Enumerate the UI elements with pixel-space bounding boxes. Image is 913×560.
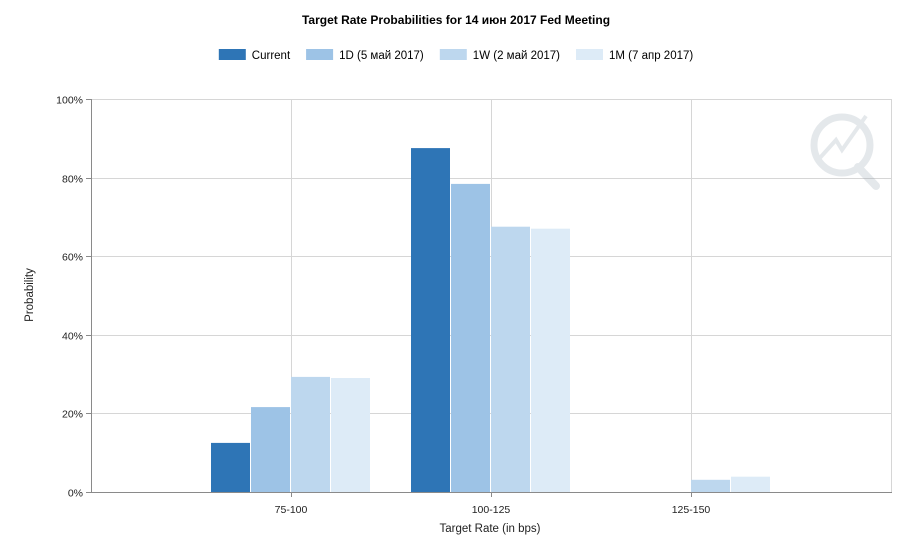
legend-item-2: 1W (2 май 2017) [439, 49, 560, 62]
bar-100-125-series-1 [451, 183, 490, 492]
legend-swatch [306, 49, 334, 60]
x-tick-label: 100-125 [472, 504, 511, 516]
legend-label: 1D (5 май 2017) [339, 50, 424, 62]
y-tick-label: 80% [62, 174, 83, 186]
y-tick-label: 40% [62, 331, 83, 343]
y-tick-label: 0% [68, 488, 83, 500]
x-tick-label: 125-150 [672, 504, 711, 516]
y-axis-label: Probability [24, 268, 36, 322]
legend-label: 1W (2 май 2017) [473, 50, 560, 62]
bars [211, 148, 770, 492]
bar-125-150-series-2 [691, 479, 730, 492]
bar-75-100-series-3 [331, 378, 370, 492]
legend-swatch [439, 49, 467, 60]
watermark-logo [810, 113, 880, 190]
bar-100-125-series-0 [411, 148, 450, 492]
bar-100-125-series-2 [491, 226, 530, 492]
legend-item-3: 1M (7 апр 2017) [576, 49, 693, 62]
x-tick-label: 75-100 [275, 504, 308, 516]
y-tick-labels: 0% 20% 40% 60% 80% 100% [56, 95, 83, 500]
y-tick-label: 100% [56, 95, 83, 107]
bar-125-150-series-3 [731, 476, 770, 492]
x-axis-label: Target Rate (in bps) [440, 523, 541, 535]
legend-label: 1M (7 апр 2017) [609, 50, 693, 62]
bar-75-100-series-0 [211, 442, 250, 492]
legend: Current 1D (5 май 2017) 1W (2 май 2017) 1M … [218, 49, 693, 62]
y-tick-label: 20% [62, 409, 83, 421]
chart-title: Target Rate Probabilities for 14 июн 201… [302, 13, 610, 27]
legend-label: Current [252, 50, 291, 62]
legend-swatch [576, 49, 603, 60]
legend-swatch [218, 49, 246, 60]
bar-75-100-series-2 [291, 376, 330, 492]
axes [86, 99, 892, 497]
legend-item-0: Current [218, 49, 291, 62]
legend-item-1: 1D (5 май 2017) [306, 49, 424, 62]
x-tick-labels: 75-100 100-125 125-150 [275, 504, 711, 516]
y-tick-label: 60% [62, 252, 83, 264]
bar-100-125-series-3 [531, 228, 570, 492]
bar-75-100-series-1 [251, 407, 290, 492]
